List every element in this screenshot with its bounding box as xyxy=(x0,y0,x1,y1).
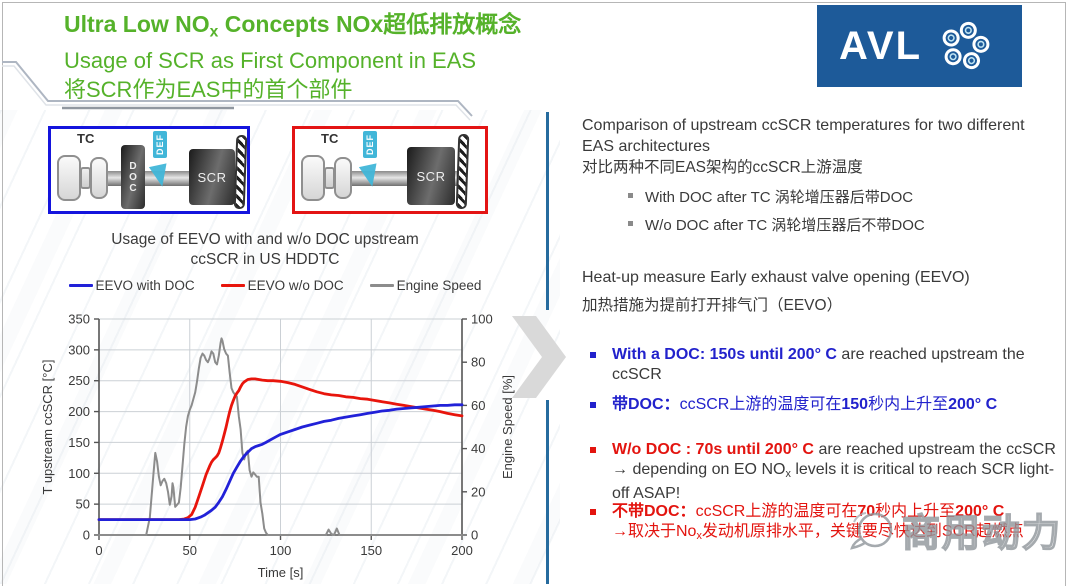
title-line3: 将SCR作为EAS中的首个部件 xyxy=(64,77,353,103)
avl-logo: AVL xyxy=(817,5,1022,87)
bullet-wo-doc-cn: 不带DOC：ccSCR上游的温度可在70秒内上升至200° C →取决于Nox发… xyxy=(590,502,1060,546)
svg-text:20: 20 xyxy=(471,484,485,499)
bullet-with-doc-cn: 带DOC：ccSCR上游的温度可在150秒内上升至200° C xyxy=(590,395,1060,415)
outlet-hatch xyxy=(455,133,470,210)
svg-text:200: 200 xyxy=(68,404,90,419)
svg-text:50: 50 xyxy=(76,497,90,512)
square-bullet-icon xyxy=(590,447,596,453)
legend-label: EEVO w/o DOC xyxy=(247,278,344,293)
heatup-paragraph: Heat-up measure Early exhaust valve open… xyxy=(582,269,970,286)
watermark-text: 商用动力 xyxy=(901,512,1063,556)
svg-text:Time [s]: Time [s] xyxy=(258,565,304,580)
square-bullet-icon xyxy=(628,221,633,226)
legend-item-engine-speed: Engine Speed xyxy=(369,278,482,293)
svg-text:100: 100 xyxy=(68,466,90,481)
chart-title-line2: ccSCR in US HDDTC xyxy=(190,251,340,268)
svg-text:0: 0 xyxy=(95,543,102,558)
avl-pinwheel-icon xyxy=(942,21,990,70)
doc-box: DOC xyxy=(121,145,145,209)
turbocharger-body xyxy=(301,155,325,201)
sub-bullet-label: W/o DOC after TC 涡轮增压器后不带DOC xyxy=(645,217,925,234)
turbocharger-outlet xyxy=(90,157,108,199)
watermark: 商用动力 xyxy=(848,502,1062,557)
svg-text:150: 150 xyxy=(68,435,90,450)
bullet-text: 不带DOC：ccSCR上游的温度可在70秒内上升至200° C →取决于Nox发… xyxy=(612,502,1060,546)
svg-text:50: 50 xyxy=(183,543,197,558)
divider-line-bottom xyxy=(546,400,549,584)
def-spray-icon xyxy=(358,163,382,189)
turbocharger-body xyxy=(57,155,81,201)
outlet-hatch xyxy=(233,134,248,210)
scr-box: SCR xyxy=(189,149,235,205)
slide-title: Ultra Low NOx Concepts NOx超低排放概念 Usage o… xyxy=(64,10,521,104)
square-bullet-icon xyxy=(590,402,596,408)
square-bullet-icon xyxy=(628,193,633,198)
scr-label: SCR xyxy=(197,169,227,185)
legend-item-eevo-with-doc: EEVO with DOC xyxy=(68,278,195,293)
svg-text:350: 350 xyxy=(68,312,90,327)
turbocharger-outlet xyxy=(334,157,352,199)
chart-title-line1: Usage of EEVO with and w/o DOC upstream xyxy=(111,231,419,248)
speech-bubble-logo-icon xyxy=(850,511,893,550)
divider-line-top xyxy=(546,112,549,310)
chart-title: Usage of EEVO with and w/o DOC upstream … xyxy=(40,230,490,270)
eas-diagram-without-doc: TC DEF SCR xyxy=(292,126,488,214)
legend-dash-red xyxy=(220,284,245,287)
svg-text:250: 250 xyxy=(68,373,90,388)
svg-text:80: 80 xyxy=(471,355,485,370)
heatup-paragraph-cn: 加热措施为提前打开排气门（EEVO） xyxy=(582,297,843,314)
svg-text:0: 0 xyxy=(471,528,478,543)
svg-text:40: 40 xyxy=(471,441,485,456)
tc-label: TC xyxy=(321,131,339,146)
def-injector-label: DEF xyxy=(153,131,167,158)
title-line1: Ultra Low NOx Concepts NOx超低排放概念 xyxy=(64,11,522,41)
legend-item-eevo-wo-doc: EEVO w/o DOC xyxy=(220,278,344,293)
svg-text:200: 200 xyxy=(451,543,473,558)
bullet-wo-doc-en: W/o DOC : 70s until 200° C are reached u… xyxy=(590,440,1067,504)
title-line2: Usage of SCR as First Component in EAS xyxy=(64,48,477,74)
legend-label: Engine Speed xyxy=(396,278,482,293)
svg-text:T upstream ccSCR [°C]: T upstream ccSCR [°C] xyxy=(40,360,55,495)
bullet-text-line1: 不带DOC：ccSCR上游的温度可在70秒内上升至200° C xyxy=(612,503,1005,520)
bullet-text: With a DOC: 150s until 200° C are reache… xyxy=(612,346,1025,383)
svg-text:0: 0 xyxy=(83,528,90,543)
square-bullet-icon xyxy=(590,352,596,358)
sub-bullet-wo-doc: W/o DOC after TC 涡轮增压器后不带DOC xyxy=(628,214,925,235)
eevo-temperature-chart: 0 50 100 150 200 250 300 350 0 20 40 60 80 100 0 50 100 1… xyxy=(40,312,515,581)
comparison-paragraph-cn: 对比两种不同EAS架构的ccSCR上游温度 xyxy=(582,159,863,176)
def-injector-label: DEF xyxy=(363,131,377,158)
scr-label: SCR xyxy=(416,168,446,184)
legend-label: EEVO with DOC xyxy=(95,278,195,293)
svg-text:Engine Speed [%]: Engine Speed [%] xyxy=(500,375,515,479)
sub-bullet-with-doc: With DOC after TC 涡轮增压器后带DOC xyxy=(628,186,913,207)
bullet-text: 带DOC：ccSCR上游的温度可在150秒内上升至200° C xyxy=(612,396,998,413)
legend-dash-gray xyxy=(369,284,394,287)
chart-legend: EEVO with DOC EEVO w/o DOC Engine Speed xyxy=(40,278,510,293)
legend-dash-blue xyxy=(68,284,93,287)
doc-label: DOC xyxy=(129,160,137,194)
svg-text:100: 100 xyxy=(471,312,493,327)
def-spray-icon xyxy=(148,163,172,189)
bullet-with-doc-en: With a DOC: 150s until 200° C are reache… xyxy=(590,345,1032,385)
svg-text:100: 100 xyxy=(270,543,292,558)
bullet-text: W/o DOC : 70s until 200° C are reached u… xyxy=(612,441,1056,503)
svg-text:60: 60 xyxy=(471,398,485,413)
chevron-right-icon xyxy=(512,316,566,398)
svg-text:150: 150 xyxy=(360,543,382,558)
svg-text:300: 300 xyxy=(68,342,90,357)
bullet-text-line2: →取决于Nox发动机原排水平，关键要尽快达到SCR起燃点 xyxy=(612,523,1024,543)
sub-bullet-label: With DOC after TC 涡轮增压器后带DOC xyxy=(645,189,914,206)
scr-box: SCR xyxy=(407,147,455,205)
comparison-paragraph: Comparison of upstream ccSCR temperature… xyxy=(582,117,1025,155)
square-bullet-icon xyxy=(590,509,596,515)
eas-diagram-with-doc: TC DOC DEF SCR xyxy=(48,126,250,214)
avl-logo-text: AVL xyxy=(839,23,923,68)
tc-label: TC xyxy=(77,131,95,146)
